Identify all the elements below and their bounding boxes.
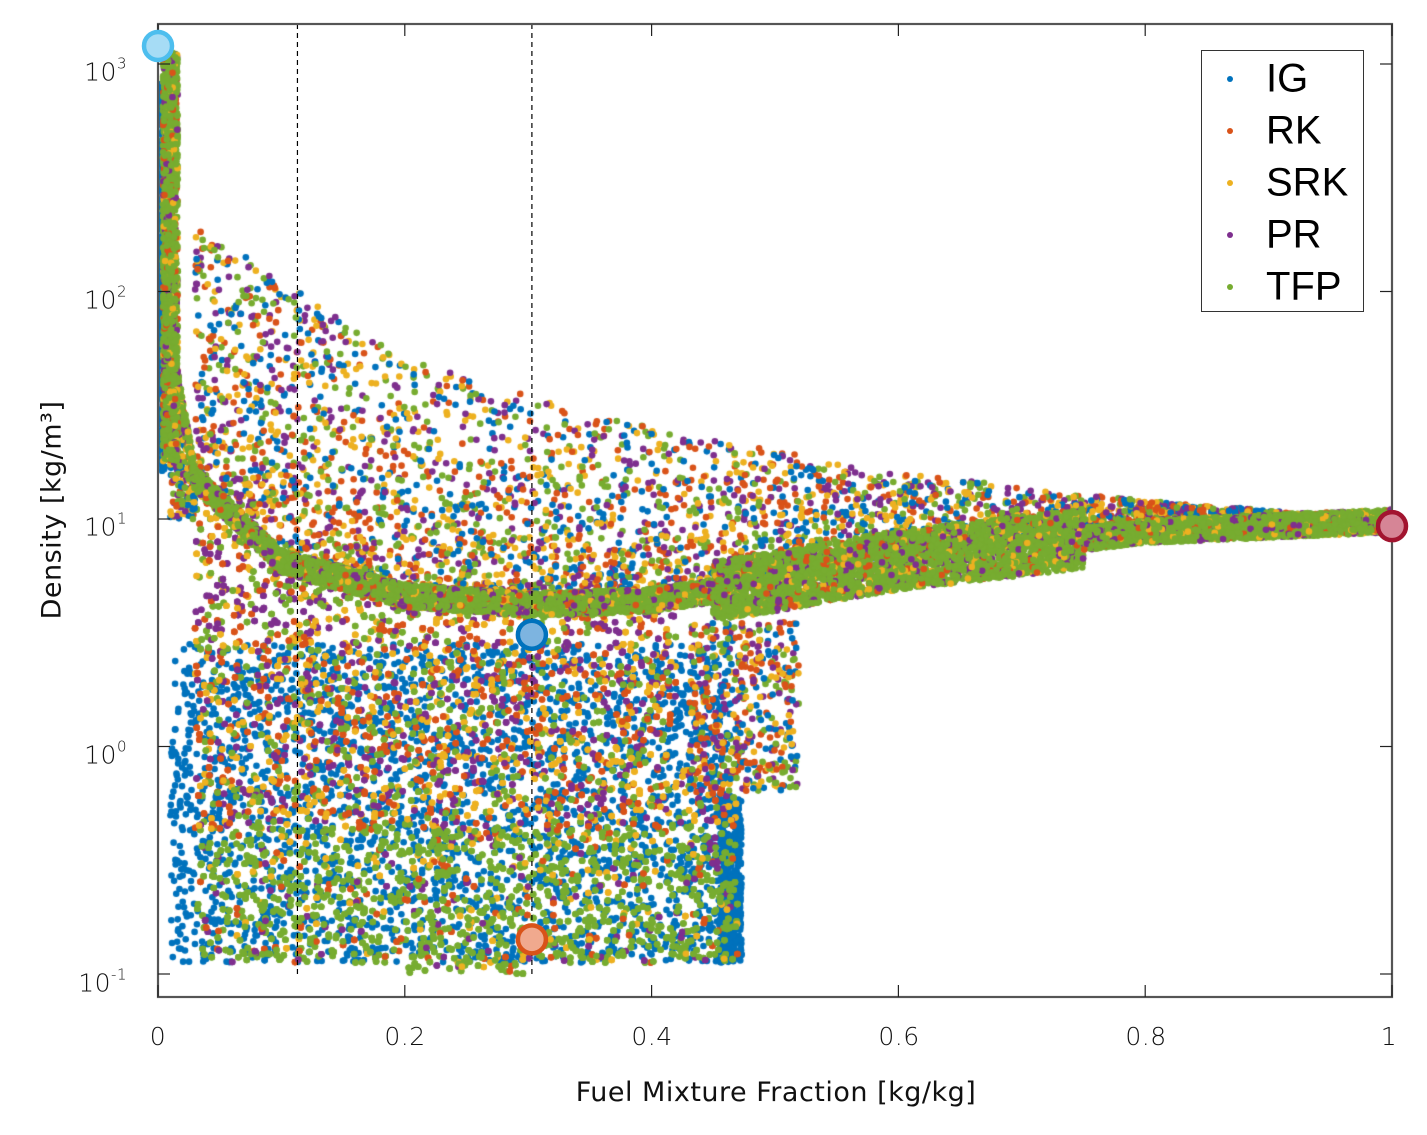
- legend-label-tfp: TFP: [1266, 264, 1342, 309]
- legend-marker-tfp-icon: [1227, 284, 1233, 290]
- legend: IG RK SRK PR TFP: [1201, 50, 1364, 312]
- y-axis-label: Density [kg/m³]: [36, 400, 68, 620]
- x-axis-label: Fuel Mixture Fraction [kg/kg]: [575, 1077, 977, 1108]
- legend-item-tfp: TFP: [1202, 261, 1363, 313]
- legend-marker-srk-icon: [1227, 180, 1233, 186]
- stoich-gas-point-marker: [515, 618, 549, 651]
- stoich-low-density-point-marker: [515, 923, 549, 956]
- legend-marker-rk-icon: [1227, 128, 1233, 134]
- legend-label-pr: PR: [1266, 212, 1322, 257]
- legend-item-rk: RK: [1202, 105, 1363, 157]
- legend-label-srk: SRK: [1266, 160, 1349, 205]
- legend-marker-ig-icon: [1227, 76, 1233, 82]
- x-tick-0.8: 0.8: [1125, 1022, 1167, 1051]
- y-tick-1e0: 100: [84, 737, 127, 770]
- legend-item-ig: IG: [1202, 53, 1363, 105]
- y-tick-1e1: 101: [84, 509, 127, 542]
- pure-fuel-point-marker: [1375, 509, 1409, 543]
- legend-item-srk: SRK: [1202, 157, 1363, 209]
- legend-item-pr: PR: [1202, 209, 1363, 261]
- y-tick-1e-1: 10-1: [78, 965, 127, 998]
- y-tick-1e3: 103: [84, 54, 127, 87]
- x-tick-0.4: 0.4: [631, 1022, 673, 1051]
- x-tick-0.2: 0.2: [384, 1022, 426, 1051]
- x-tick-0.6: 0.6: [878, 1022, 920, 1051]
- legend-marker-pr-icon: [1227, 232, 1233, 238]
- legend-label-rk: RK: [1266, 108, 1322, 153]
- x-tick-0: 0: [149, 1022, 167, 1051]
- x-tick-1: 1: [1380, 1022, 1398, 1051]
- pure-oxidizer-point-marker: [141, 29, 175, 63]
- legend-label-ig: IG: [1266, 56, 1309, 101]
- y-tick-1e2: 102: [84, 282, 127, 315]
